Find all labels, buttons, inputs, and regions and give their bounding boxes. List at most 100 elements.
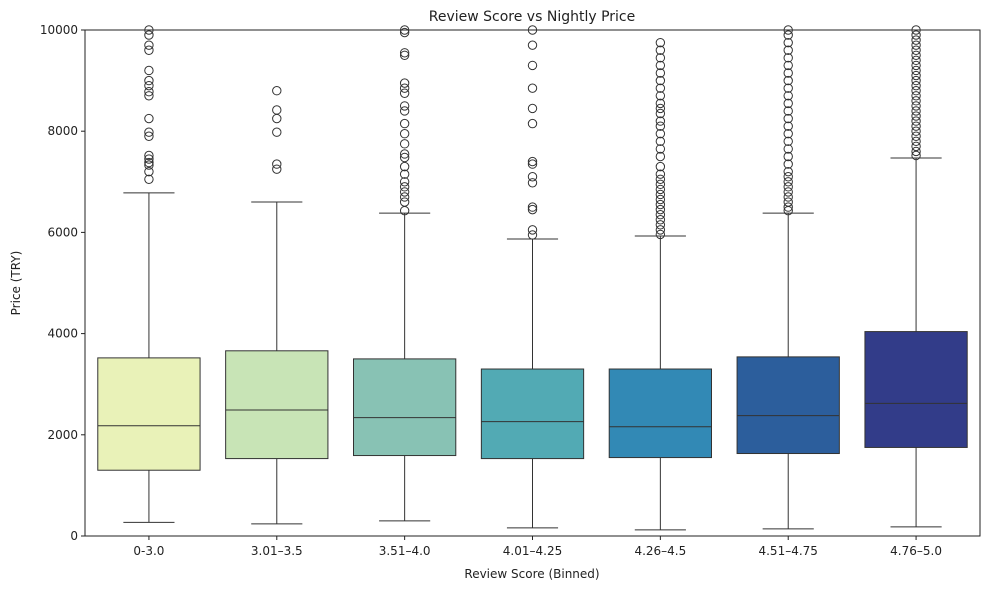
x-tick-label: 4.01–4.25 xyxy=(503,544,562,558)
outlier-point xyxy=(911,40,921,50)
outlier-point xyxy=(144,91,154,101)
outlier-point xyxy=(911,91,921,101)
outlier-point xyxy=(527,202,538,212)
outlier-point xyxy=(783,151,793,162)
outlier-point xyxy=(911,45,921,55)
outlier-point xyxy=(272,105,282,115)
outlier-point xyxy=(911,70,921,81)
outlier-point xyxy=(783,91,793,101)
outlier-point xyxy=(655,75,666,86)
outlier-point xyxy=(527,225,538,235)
outlier-point xyxy=(783,25,793,35)
outlier-point xyxy=(911,96,921,106)
outlier-point xyxy=(144,166,154,177)
outlier-point xyxy=(911,35,921,45)
outlier-point xyxy=(655,103,666,114)
outlier-point xyxy=(399,182,410,192)
outlier-point xyxy=(399,149,410,159)
x-tick-label: 4.51–4.75 xyxy=(758,544,817,558)
outlier-point xyxy=(399,187,410,197)
outlier-point xyxy=(911,126,921,136)
outlier-point xyxy=(911,116,921,126)
outlier-point xyxy=(655,174,666,184)
outlier-point xyxy=(272,127,282,137)
outlier-point xyxy=(144,87,154,97)
box-1 xyxy=(97,357,201,471)
outlier-point xyxy=(399,106,410,116)
outlier-point xyxy=(144,65,154,76)
outlier-point xyxy=(655,116,666,126)
plot-area: 0 2000 4000 6000 8000 10000 0-3.0 3.01–3.5 3.51–… xyxy=(40,23,981,558)
outlier-point xyxy=(655,179,666,190)
outlier-point xyxy=(144,80,154,91)
outlier-point xyxy=(911,75,921,86)
outlier-point xyxy=(783,129,793,139)
y-tick-label: 4000 xyxy=(47,327,78,341)
outlier-point xyxy=(655,136,666,147)
outlier-point xyxy=(655,45,666,55)
outlier-point xyxy=(783,202,793,212)
outlier-point xyxy=(399,161,410,172)
x-tick-label: 4.26–4.5 xyxy=(634,544,686,558)
outlier-point xyxy=(655,215,666,225)
box-4 xyxy=(480,368,585,460)
x-tick-label: 3.51–4.0 xyxy=(379,544,431,558)
outlier-point xyxy=(399,177,410,187)
box-3 xyxy=(353,358,457,457)
outlier-point xyxy=(655,60,666,71)
outlier-point xyxy=(655,220,666,230)
outlier-point xyxy=(655,37,666,48)
outlier-point xyxy=(655,225,666,235)
outlier-point xyxy=(783,121,793,131)
outlier-point xyxy=(783,144,793,154)
outlier-point xyxy=(783,182,793,192)
outlier-point xyxy=(144,127,154,137)
outlier-point xyxy=(527,60,538,71)
outlier-point xyxy=(783,75,793,86)
outlier-point xyxy=(399,27,410,38)
outlier-point xyxy=(655,229,666,240)
box-2 xyxy=(225,350,329,460)
outlier-point xyxy=(783,68,793,78)
outlier-point xyxy=(783,37,793,48)
outlier-point xyxy=(911,86,921,96)
outlier-point xyxy=(783,136,793,147)
outlier-point xyxy=(911,65,921,76)
outlier-point xyxy=(272,113,282,124)
outlier-point xyxy=(655,83,666,93)
outlier-point xyxy=(783,45,793,55)
outlier-point xyxy=(783,159,793,169)
outlier-point xyxy=(527,230,538,240)
outlier-point xyxy=(655,121,666,131)
outlier-point xyxy=(272,86,282,96)
outlier-point xyxy=(527,83,538,93)
outlier-point xyxy=(272,164,282,174)
outlier-point xyxy=(144,160,154,170)
chart-title: Review Score vs Nightly Price xyxy=(429,9,635,25)
y-tick-label: 6000 xyxy=(47,225,78,239)
outlier-point xyxy=(144,131,154,141)
outlier-point xyxy=(399,88,410,98)
outlier-point xyxy=(399,78,410,88)
x-tick-label: 0-3.0 xyxy=(133,544,164,558)
outlier-point xyxy=(399,152,410,163)
outlier-point xyxy=(527,204,538,215)
outlier-point xyxy=(399,192,410,202)
outlier-point xyxy=(655,209,666,220)
outlier-point xyxy=(783,60,793,71)
outlier-point xyxy=(655,169,666,179)
x-axis-label: Review Score (Binned) xyxy=(464,567,599,581)
outlier-point xyxy=(399,129,410,139)
outlier-point xyxy=(144,40,154,50)
outlier-point xyxy=(655,194,666,205)
box-7 xyxy=(864,331,968,448)
outlier-point xyxy=(911,131,921,141)
y-tick-label: 0 xyxy=(70,529,78,543)
outlier-point xyxy=(655,151,666,162)
box-5 xyxy=(608,368,713,459)
outlier-point xyxy=(144,154,154,164)
y-tick-label: 8000 xyxy=(47,124,78,138)
outlier-point xyxy=(272,159,282,169)
outlier-point xyxy=(911,141,921,152)
outlier-point xyxy=(399,169,410,179)
